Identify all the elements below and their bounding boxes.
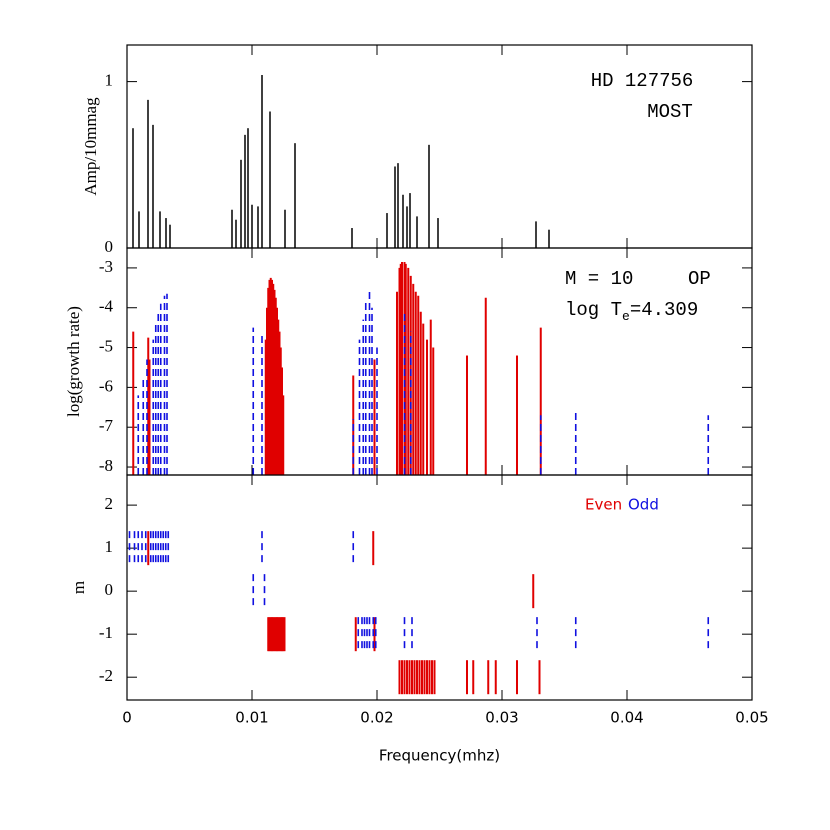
y-tick-label: -1 bbox=[99, 623, 113, 642]
legend-entry: Odd bbox=[628, 496, 659, 514]
y-tick-label: 0 bbox=[105, 237, 114, 256]
plot-frame bbox=[126, 247, 753, 476]
y-tick-label: 1 bbox=[105, 71, 114, 90]
annotation-subscript: e bbox=[622, 309, 630, 324]
y-axis-label: log(growth rate) bbox=[64, 306, 83, 417]
y-axis-label: Amp/10mmag bbox=[81, 97, 100, 196]
x-tick-label: 0.05 bbox=[735, 709, 768, 727]
y-tick-label: -3 bbox=[99, 257, 113, 276]
x-tick-label: 0.03 bbox=[485, 709, 518, 727]
annotation: OP bbox=[688, 268, 711, 290]
y-tick-label: -4 bbox=[99, 297, 114, 316]
annotation: MOST bbox=[647, 101, 693, 123]
legend-entry: Even bbox=[585, 496, 622, 514]
x-tick-label: 0.01 bbox=[235, 709, 268, 727]
annotation: log Te=4.309 bbox=[565, 299, 698, 324]
y-tick-label: -6 bbox=[99, 376, 113, 395]
annotation: log T bbox=[565, 299, 622, 321]
y-tick-label: -8 bbox=[99, 456, 113, 475]
annotation: M = 10 bbox=[565, 268, 633, 290]
y-tick-label: 0 bbox=[105, 580, 114, 599]
y-axis-label: m bbox=[69, 581, 88, 594]
annotation: HD 127756 bbox=[591, 70, 694, 92]
y-tick-label: -5 bbox=[99, 336, 113, 355]
x-axis-label: Frequency(mhz) bbox=[379, 747, 500, 765]
x-tick-label: 0.02 bbox=[360, 709, 393, 727]
y-tick-label: -2 bbox=[99, 666, 113, 685]
x-tick-label: 0.04 bbox=[610, 709, 643, 727]
x-tick-label: 0 bbox=[122, 709, 132, 727]
plot-frame bbox=[126, 474, 753, 701]
y-tick-label: 2 bbox=[105, 494, 114, 513]
y-tick-label: -7 bbox=[99, 416, 114, 435]
annotation: =4.309 bbox=[630, 299, 698, 321]
y-tick-label: 1 bbox=[105, 537, 114, 556]
